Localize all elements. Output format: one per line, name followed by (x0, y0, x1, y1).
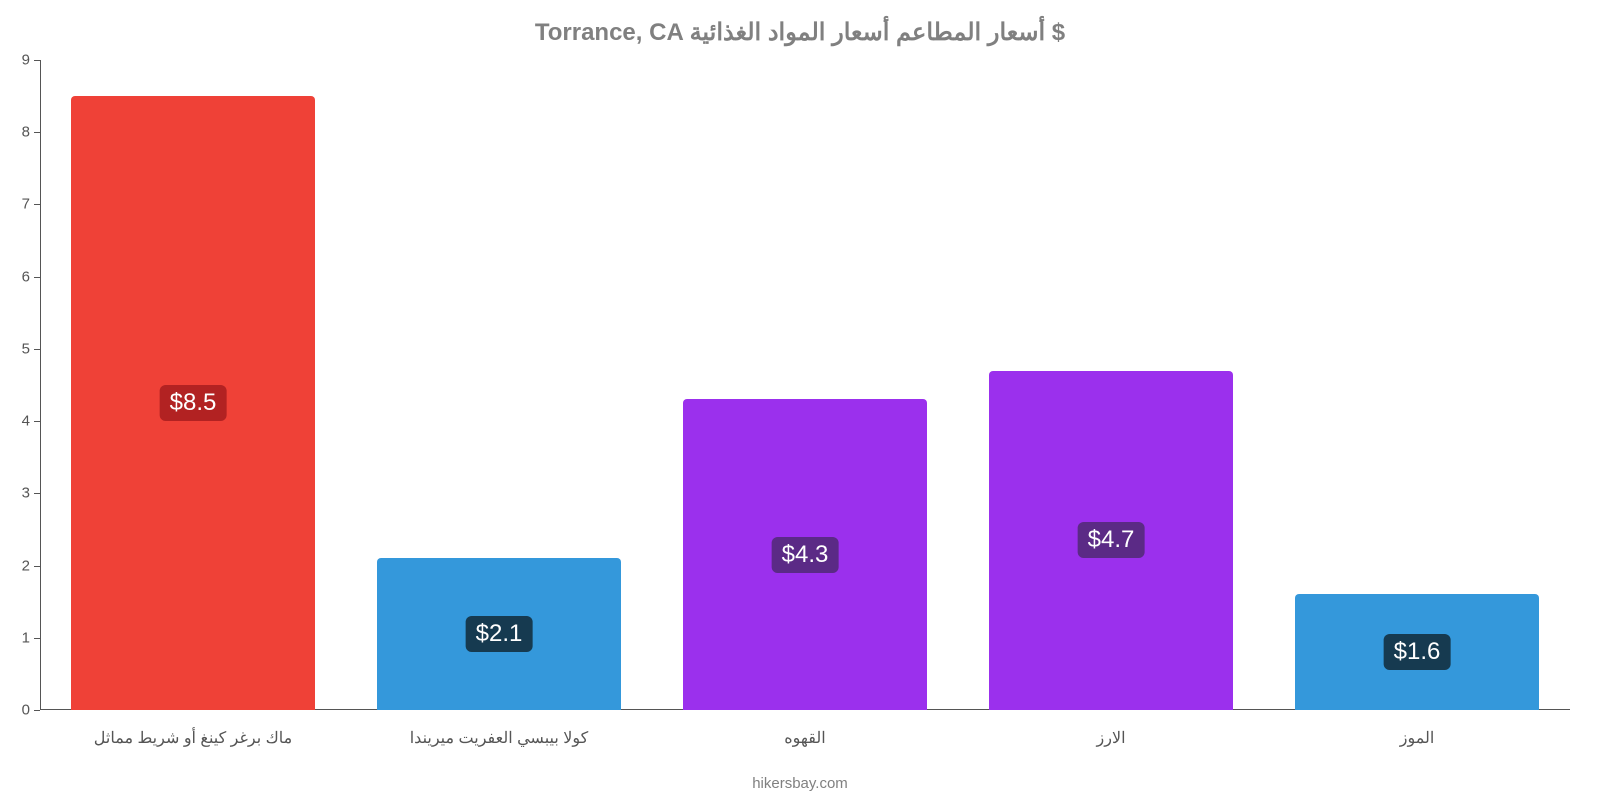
x-tick-label: كولا بيبسي العفريت ميريندا (410, 728, 589, 748)
y-axis (40, 60, 41, 710)
y-tick-mark (34, 638, 40, 639)
chart-caption: hikersbay.com (0, 775, 1600, 792)
y-tick-label: 7 (10, 196, 30, 213)
y-tick-mark (34, 710, 40, 711)
value-badge: $4.7 (1078, 522, 1145, 558)
y-tick-label: 8 (10, 124, 30, 141)
y-tick-label: 2 (10, 557, 30, 574)
y-tick-mark (34, 204, 40, 205)
y-tick-mark (34, 421, 40, 422)
y-tick-label: 5 (10, 340, 30, 357)
y-tick-mark (34, 349, 40, 350)
plot-area: 0123456789$8.5ماك برغر كينغ أو شريط مماث… (40, 60, 1570, 710)
y-tick-label: 4 (10, 413, 30, 430)
value-badge: $1.6 (1384, 634, 1451, 670)
y-tick-mark (34, 60, 40, 61)
chart-title: Torrance, CA أسعار المطاعم أسعار المواد … (0, 18, 1600, 47)
x-tick-label: ماك برغر كينغ أو شريط مماثل (94, 728, 292, 748)
y-tick-label: 9 (10, 52, 30, 69)
y-tick-label: 0 (10, 702, 30, 719)
x-tick-label: القهوه (784, 728, 825, 748)
value-badge: $2.1 (466, 616, 533, 652)
x-tick-label: الارز (1096, 728, 1125, 748)
value-badge: $8.5 (160, 385, 227, 421)
y-tick-label: 6 (10, 268, 30, 285)
y-tick-label: 3 (10, 485, 30, 502)
y-tick-mark (34, 493, 40, 494)
y-tick-label: 1 (10, 629, 30, 646)
y-tick-mark (34, 566, 40, 567)
value-badge: $4.3 (772, 537, 839, 573)
y-tick-mark (34, 132, 40, 133)
y-tick-mark (34, 277, 40, 278)
x-tick-label: الموز (1400, 728, 1435, 748)
